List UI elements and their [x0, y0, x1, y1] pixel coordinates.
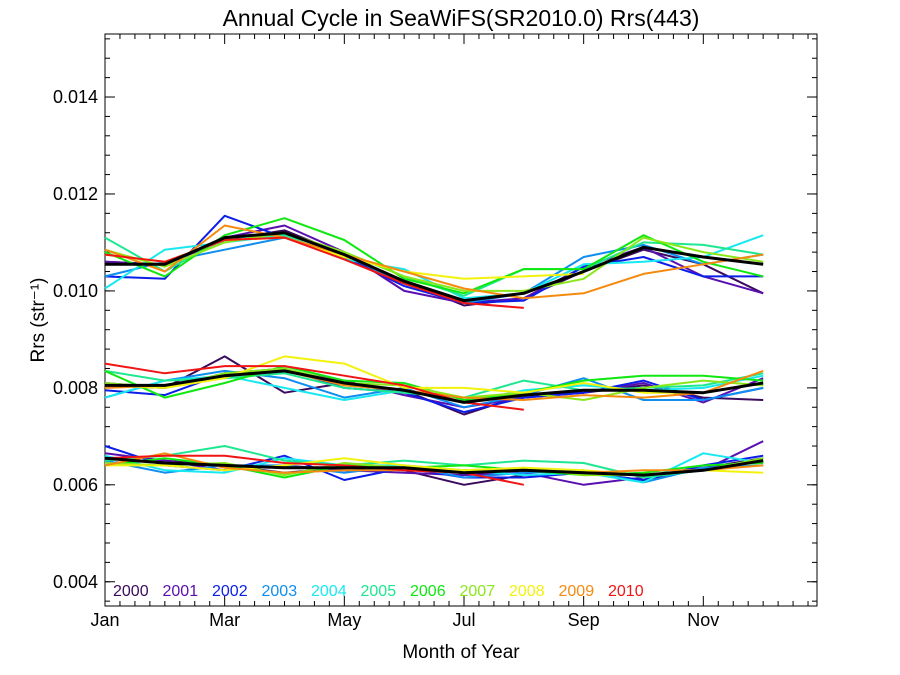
data-lines [104, 214, 764, 486]
legend-item-2008: 2008 [509, 583, 545, 600]
series-2005-line-3 [104, 445, 764, 479]
legend-item-2000: 2000 [113, 583, 149, 600]
x-axis: Jan Mar May Jul Sep Nov [90, 34, 809, 630]
y-tick-label: 0.014 [53, 87, 98, 107]
legend-item-2001: 2001 [163, 583, 199, 600]
x-tick-label: Nov [687, 610, 719, 630]
legend-item-2005: 2005 [361, 583, 397, 600]
y-tick-label: 0.008 [53, 378, 98, 398]
series-2007-line-2 [104, 367, 764, 401]
legend-item-2006: 2006 [410, 583, 446, 600]
x-tick-label: Jan [90, 610, 119, 630]
x-tick-label: Sep [568, 610, 600, 630]
legend: 2000 2001 2002 2003 2004 2005 2006 2007 2008 2009… [113, 583, 644, 600]
x-tick-label: May [327, 610, 361, 630]
legend-item-2009: 2009 [559, 583, 595, 600]
legend-item-2004: 2004 [311, 583, 347, 600]
y-axis: 0.004 0.006 0.008 0.010 0.012 0.014 [53, 38, 817, 602]
series-2009-line-1 [104, 224, 764, 300]
legend-item-2003: 2003 [262, 583, 298, 600]
plot-area [104, 33, 818, 607]
y-tick-label: 0.006 [53, 475, 98, 495]
series-2007-line-1 [104, 231, 764, 292]
series-mean-line-3 [104, 456, 764, 477]
series-2008-line-2 [104, 355, 764, 394]
y-tick-label: 0.012 [53, 184, 98, 204]
x-tick-label: Jul [452, 610, 475, 630]
legend-item-2007: 2007 [460, 583, 496, 600]
y-axis-label: Rrs (str⁻¹) [28, 278, 49, 363]
chart-title: Annual Cycle in SeaWiFS(SR2010.0) Rrs(44… [223, 5, 700, 31]
x-tick-label: Mar [209, 610, 240, 630]
series-mean-line-1 [105, 231, 764, 303]
y-tick-label: 0.010 [53, 281, 98, 301]
plot-frame [104, 33, 818, 607]
legend-item-2010: 2010 [608, 583, 644, 600]
legend-item-2002: 2002 [212, 583, 248, 600]
x-axis-label: Month of Year [402, 642, 520, 663]
y-tick-label: 0.004 [53, 572, 98, 592]
series-2010-line-1 [104, 236, 524, 309]
series-mean-line-2 [105, 369, 764, 404]
